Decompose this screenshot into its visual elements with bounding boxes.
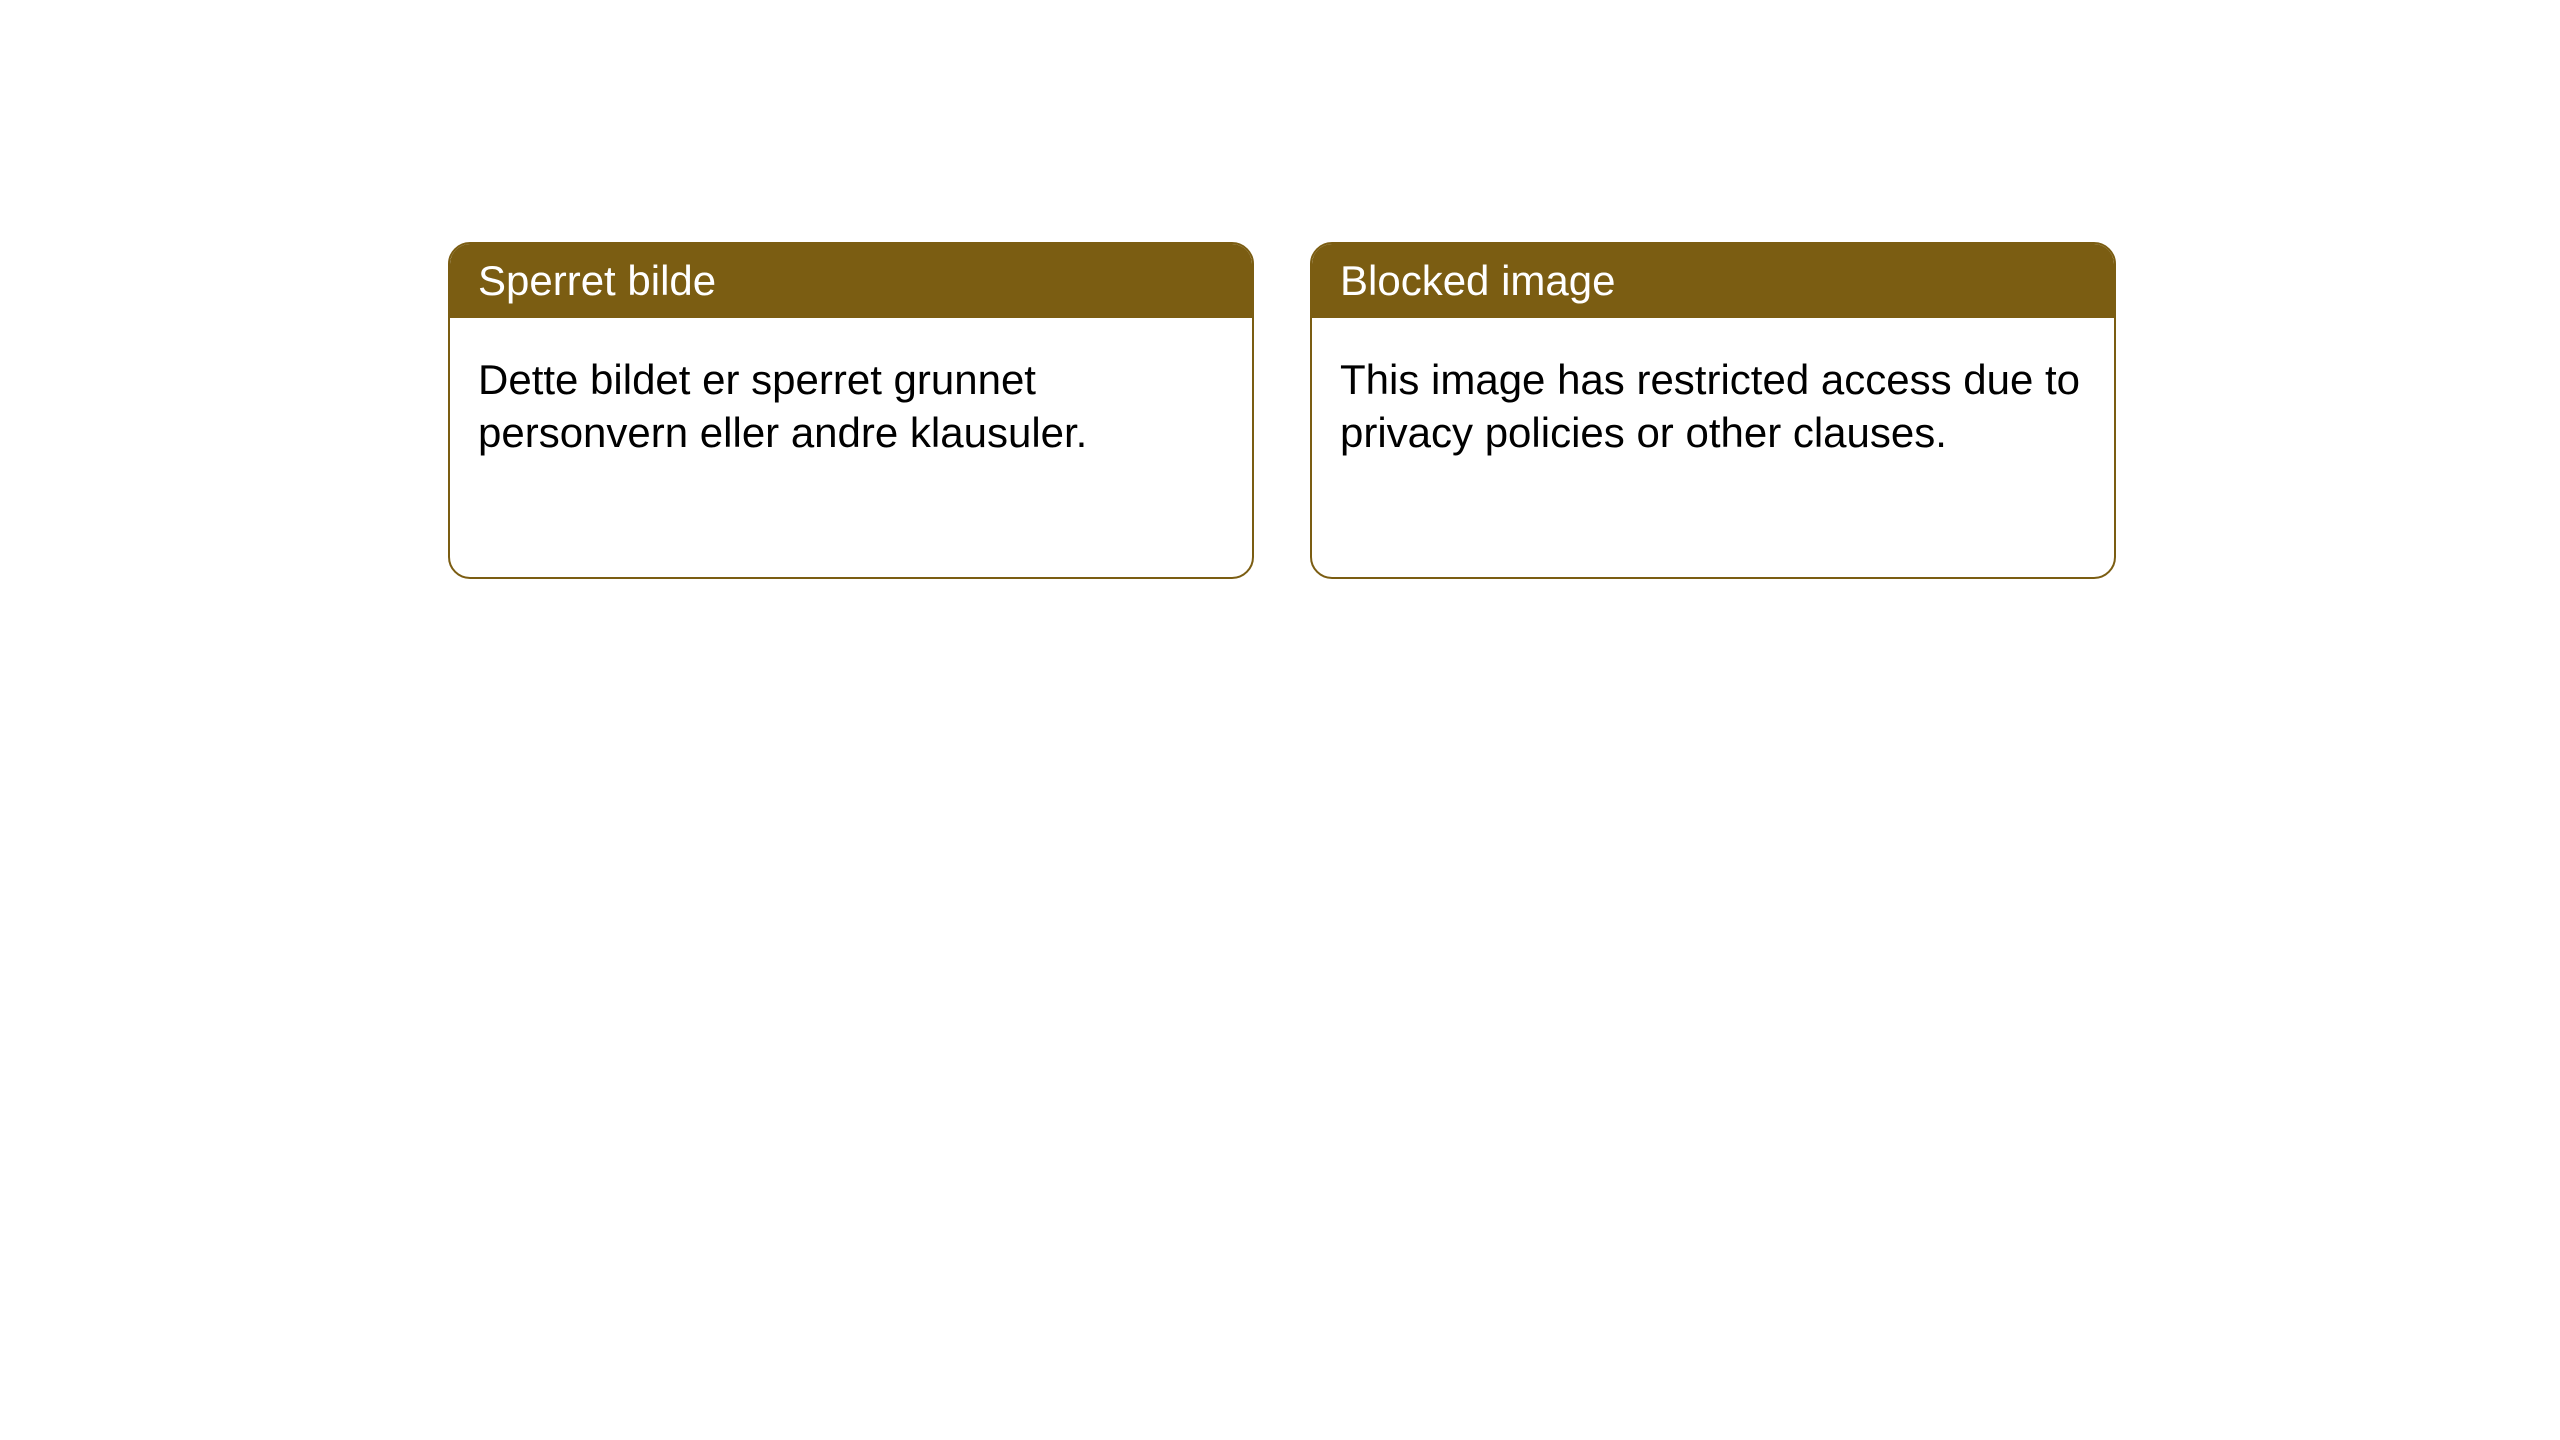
notice-container: Sperret bilde Dette bildet er sperret gr… (448, 242, 2116, 579)
card-body-text: This image has restricted access due to … (1340, 356, 2080, 456)
card-body: This image has restricted access due to … (1312, 318, 2114, 495)
card-header: Blocked image (1312, 244, 2114, 318)
card-title: Sperret bilde (478, 257, 716, 304)
notice-card-norwegian: Sperret bilde Dette bildet er sperret gr… (448, 242, 1254, 579)
card-header: Sperret bilde (450, 244, 1252, 318)
card-body: Dette bildet er sperret grunnet personve… (450, 318, 1252, 495)
notice-card-english: Blocked image This image has restricted … (1310, 242, 2116, 579)
card-body-text: Dette bildet er sperret grunnet personve… (478, 356, 1087, 456)
card-title: Blocked image (1340, 257, 1615, 304)
